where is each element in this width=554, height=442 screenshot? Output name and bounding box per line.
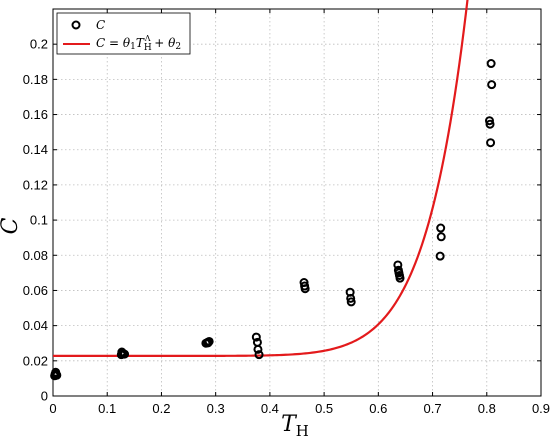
data-point xyxy=(253,344,263,354)
x-tick-label: 0.4 xyxy=(261,401,279,416)
x-tick-label: 0 xyxy=(49,401,56,416)
data-point xyxy=(486,59,496,69)
data-point xyxy=(393,260,403,270)
data-point xyxy=(436,223,446,233)
data-markers xyxy=(50,59,497,381)
legend-label-data: C xyxy=(96,18,105,32)
x-tick-label: 0.7 xyxy=(424,401,442,416)
data-point xyxy=(487,80,497,90)
data-point xyxy=(203,338,213,348)
data-point xyxy=(251,332,261,342)
x-tick-label: 0.1 xyxy=(98,401,116,416)
x-tick-label: 0.3 xyxy=(207,401,225,416)
x-axis-title: TH xyxy=(281,412,309,440)
legend-marker-icon xyxy=(71,20,81,30)
x-tick-label: 0.8 xyxy=(478,401,496,416)
y-tick-label: 0.06 xyxy=(23,283,48,298)
x-tick-label: 0.9 xyxy=(532,401,550,416)
x-tick-label: 0.2 xyxy=(152,401,170,416)
y-tick-label: 0.02 xyxy=(23,353,48,368)
data-point xyxy=(435,251,445,261)
data-point xyxy=(120,349,130,359)
data-point xyxy=(254,350,264,360)
plot-area xyxy=(52,8,542,397)
y-axis-title: C xyxy=(0,217,23,234)
data-point xyxy=(346,297,356,307)
y-tick-label: 0.16 xyxy=(23,107,48,122)
data-point xyxy=(485,119,495,129)
data-point xyxy=(51,368,61,378)
y-tick-label: 0.08 xyxy=(23,248,48,263)
data-point xyxy=(300,284,310,294)
legend-box xyxy=(56,12,191,55)
x-tick-label: 0.6 xyxy=(369,401,387,416)
x-tick-label: 0.5 xyxy=(315,401,333,416)
y-tick-label: 0.14 xyxy=(23,142,48,157)
data-point xyxy=(395,273,405,283)
data-point xyxy=(346,293,356,303)
y-tick-label: 0.2 xyxy=(30,37,48,52)
legend: C C = θ1THΛ + θ2 xyxy=(56,12,191,55)
legend-label-fit: C = θ1THΛ + θ2 xyxy=(96,34,181,53)
grid xyxy=(53,9,541,396)
y-tick-label: 0.12 xyxy=(23,177,48,192)
y-tick-label: 0.04 xyxy=(23,318,48,333)
y-tick-label: 0.18 xyxy=(23,72,48,87)
y-tick-label: 0 xyxy=(41,389,48,404)
data-point xyxy=(436,232,446,242)
data-point xyxy=(484,116,494,126)
data-point xyxy=(486,138,496,148)
axis-ticks: 0 0.1 0.2 0.3 0.4 0.5 0.6 0.7 0.8 0.9 0 0.02 0.04 0.0… xyxy=(23,9,550,416)
y-tick-label: 0.1 xyxy=(30,213,48,228)
